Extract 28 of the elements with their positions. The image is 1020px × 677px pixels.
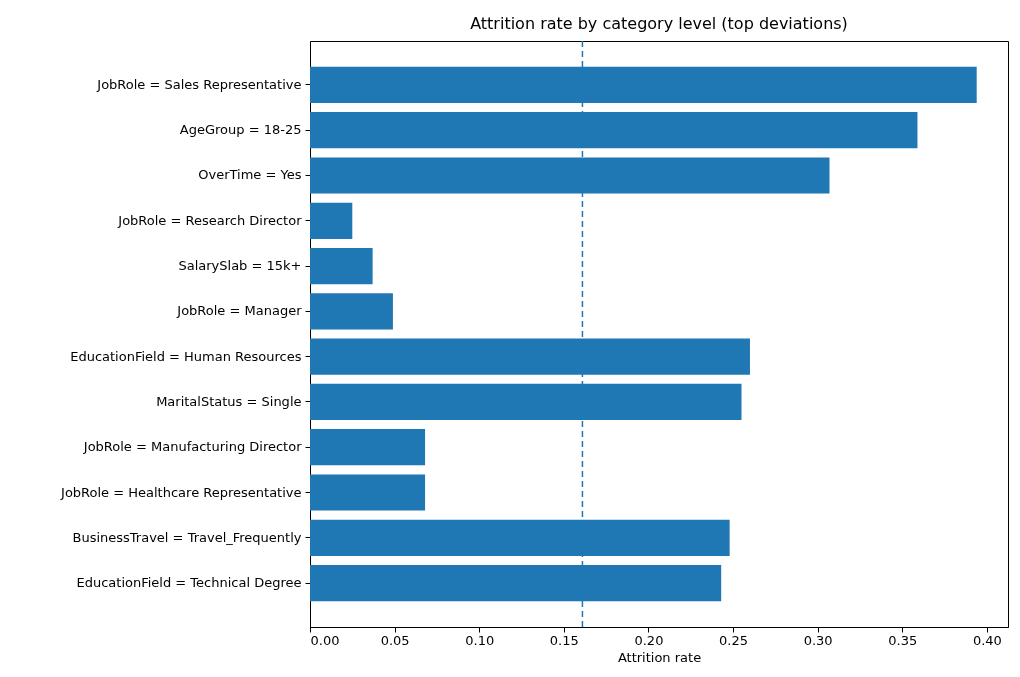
x-tick-label: 0.35 [888,632,918,648]
bar [310,202,353,239]
x-tick-label: 0.30 [803,632,833,648]
x-tick-label: 0.05 [380,632,410,648]
x-tick-label: 0.40 [972,632,1002,648]
y-tick-label: MaritalStatus = Single [156,393,302,409]
x-tick-label: 0.15 [549,632,579,648]
y-tick-label: JobRole = Sales Representative [96,76,302,92]
x-tick-label: 0.20 [634,632,664,648]
y-tick-label: JobRole = Manager [176,303,303,319]
bar [310,293,393,330]
y-tick-label: AgeGroup = 18-25 [179,122,302,138]
x-tick-label: 0.10 [465,632,495,648]
y-tick-label: EducationField = Human Resources [70,348,302,364]
x-axis-title: Attrition rate [617,649,702,665]
bar [310,247,373,285]
y-tick-label: JobRole = Research Director [117,212,303,228]
y-tick-label: SalarySlab = 15k+ [178,258,302,274]
y-tick-label: EducationField = Technical Degree [76,575,302,591]
y-tick-label: JobRole = Healthcare Representative [60,484,302,500]
y-tick-label: OverTime = Yes [198,167,302,183]
chart-title: Attrition rate by category level (top deviations) [470,14,848,34]
y-tick-label: JobRole = Manufacturing Director [82,439,303,455]
x-tick-label: 0.25 [719,632,749,648]
y-tick-label: BusinessTravel = Travel_Frequently [72,529,302,545]
x-tick-label: 0.00 [310,632,340,648]
bar [310,474,426,511]
bar [310,429,426,466]
